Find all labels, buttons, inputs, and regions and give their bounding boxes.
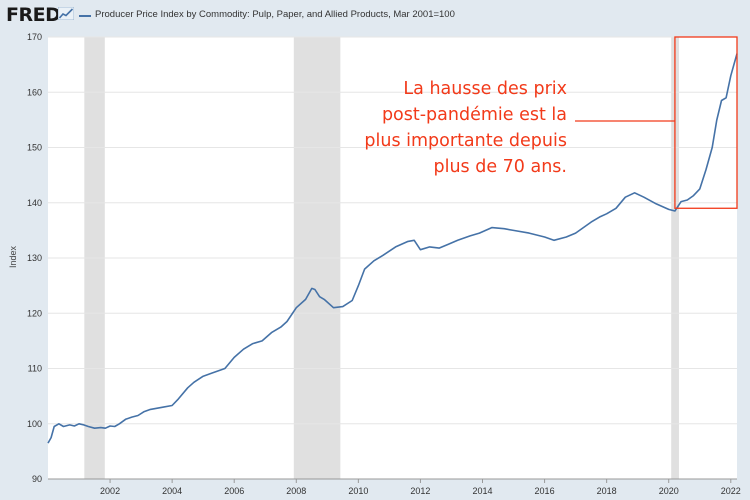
x-tick-label: 2022 (721, 486, 741, 496)
annotation-line: plus de 70 ans. (433, 157, 567, 177)
series-line (47, 53, 738, 444)
y-tick-label: 90 (32, 474, 42, 484)
fred-logo: FRED (6, 4, 61, 26)
annotation-line: plus importante depuis (364, 131, 567, 151)
legend-label: Producer Price Index by Commodity: Pulp,… (95, 9, 455, 20)
y-tick-label: 110 (28, 364, 42, 374)
x-tick-label: 2006 (224, 486, 244, 496)
x-tick-label: 2012 (410, 486, 430, 496)
highlight-box (674, 36, 738, 209)
y-tick-label: 100 (27, 419, 42, 429)
x-tick-label: 2008 (286, 486, 306, 496)
x-tick-label: 2020 (659, 486, 679, 496)
annotation-text: La hausse des prix post-pandémie est la … (360, 76, 567, 180)
x-tick-label: 2002 (100, 486, 120, 496)
y-tick-label: 140 (27, 198, 42, 208)
gridlines (48, 36, 737, 425)
y-tick-label: 170 (27, 32, 42, 42)
annotation-line: post-pandémie est la (381, 105, 567, 125)
y-axis-title: Index (8, 245, 18, 269)
x-tick-label: 2018 (597, 486, 617, 496)
y-tick-label: 150 (27, 143, 42, 153)
annotation-line: La hausse des prix (403, 79, 567, 99)
trend-chart-icon (58, 7, 74, 20)
y-tick-label: 120 (27, 308, 42, 318)
highlight-layer (575, 36, 738, 209)
x-tick-label: 2004 (162, 486, 182, 496)
x-tick-label: 2016 (535, 486, 555, 496)
x-tick-label: 2010 (348, 486, 368, 496)
legend-line-swatch (79, 15, 91, 17)
x-tick-label: 2014 (472, 486, 492, 496)
axes: 90 100 110 120 130 140 150 160 170 2002 2004 2006 20… (27, 32, 741, 496)
y-tick-label: 130 (27, 253, 42, 263)
series-layer (47, 53, 738, 444)
y-tick-label: 160 (27, 87, 42, 97)
chart-header: FRED Producer Price Index by Commodity: … (0, 0, 750, 30)
